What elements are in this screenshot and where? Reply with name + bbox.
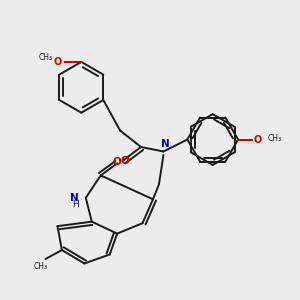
Text: H: H bbox=[72, 200, 79, 209]
Text: O: O bbox=[53, 57, 61, 67]
Text: O: O bbox=[254, 134, 262, 145]
Text: CH₃: CH₃ bbox=[38, 53, 52, 62]
Text: O: O bbox=[120, 156, 129, 166]
Text: CH₃: CH₃ bbox=[268, 134, 282, 142]
Text: O: O bbox=[113, 157, 122, 167]
Text: N: N bbox=[160, 139, 169, 148]
Text: CH₃: CH₃ bbox=[34, 262, 48, 271]
Text: N: N bbox=[70, 193, 79, 203]
